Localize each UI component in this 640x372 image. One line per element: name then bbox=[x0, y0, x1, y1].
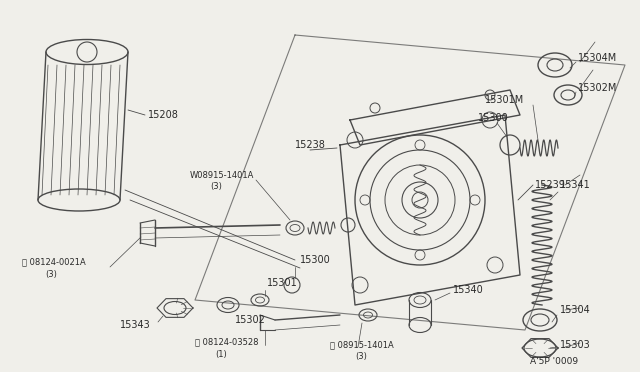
Text: 15301M: 15301M bbox=[485, 95, 524, 105]
Text: 15208: 15208 bbox=[148, 110, 179, 120]
Text: 15238: 15238 bbox=[295, 140, 326, 150]
Text: 15302M: 15302M bbox=[578, 83, 618, 93]
Text: 15340: 15340 bbox=[453, 285, 484, 295]
Text: 15303: 15303 bbox=[560, 340, 591, 350]
Text: (3): (3) bbox=[45, 270, 57, 279]
Text: Ⓑ 08124-03528: Ⓑ 08124-03528 bbox=[195, 337, 259, 346]
Text: 15302: 15302 bbox=[235, 315, 266, 325]
Text: Ⓑ 08124-0021A: Ⓑ 08124-0021A bbox=[22, 257, 86, 266]
Text: 15304M: 15304M bbox=[578, 53, 617, 63]
Text: A'5P '0009: A'5P '0009 bbox=[530, 357, 578, 366]
Text: (3): (3) bbox=[355, 353, 367, 362]
Text: 15300: 15300 bbox=[478, 113, 509, 123]
Text: Ⓦ 08915-1401A: Ⓦ 08915-1401A bbox=[330, 340, 394, 350]
Text: 15341: 15341 bbox=[560, 180, 591, 190]
Text: 15343: 15343 bbox=[120, 320, 151, 330]
Text: (3): (3) bbox=[210, 183, 222, 192]
Text: 15304: 15304 bbox=[560, 305, 591, 315]
Text: W08915-1401A: W08915-1401A bbox=[190, 170, 254, 180]
Text: 15239: 15239 bbox=[535, 180, 566, 190]
Text: 15300: 15300 bbox=[300, 255, 331, 265]
Text: 15301: 15301 bbox=[267, 278, 298, 288]
Text: (1): (1) bbox=[215, 350, 227, 359]
